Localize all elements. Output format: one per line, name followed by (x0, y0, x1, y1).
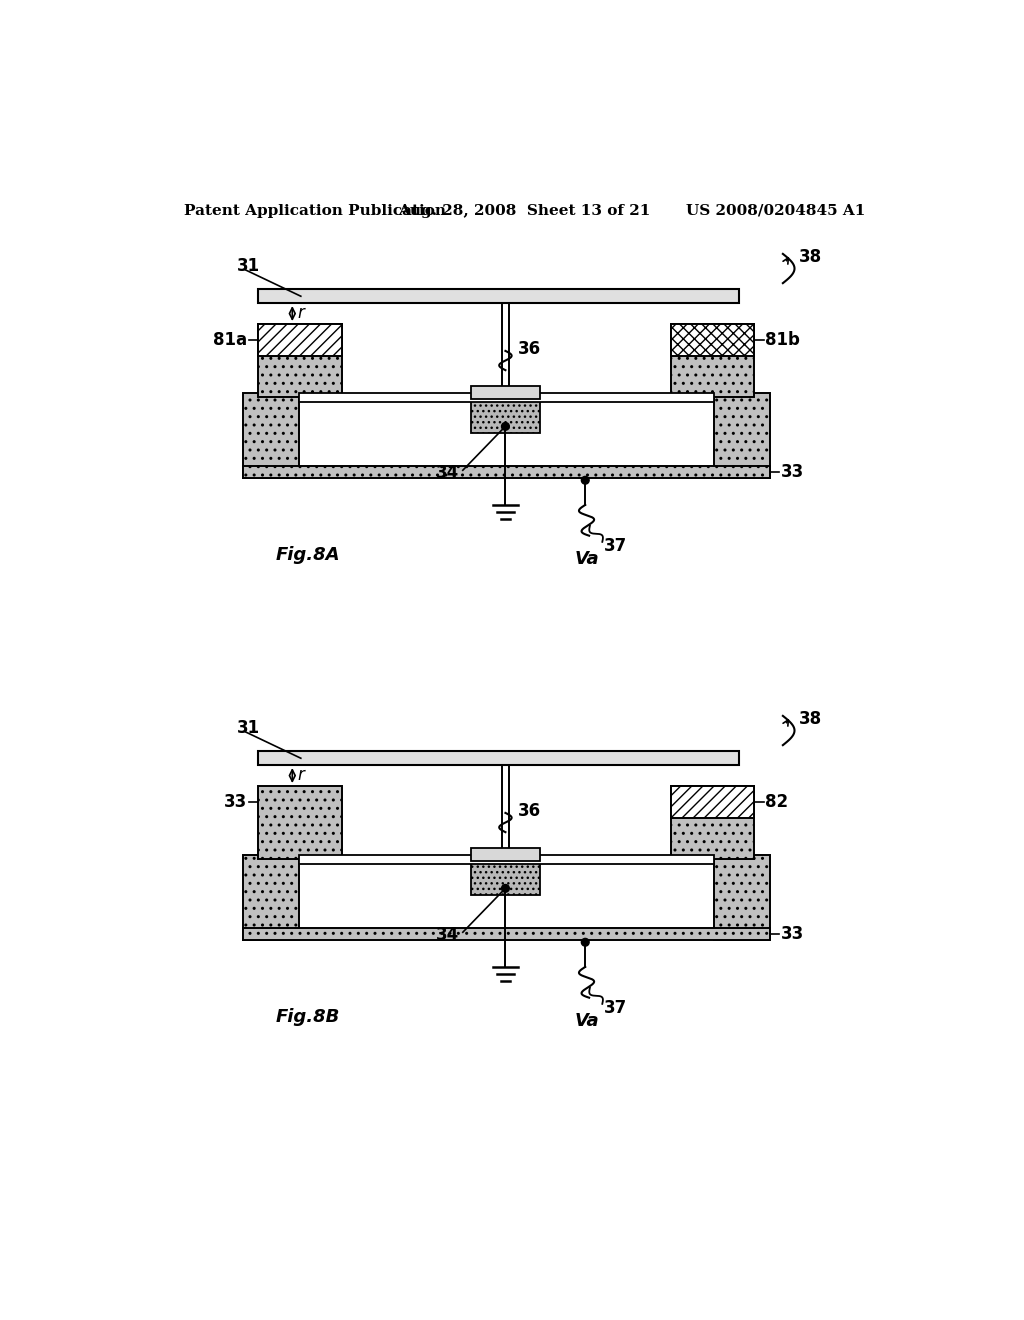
Bar (243, 393, 299, 478)
Text: Fig.8A: Fig.8A (275, 546, 340, 564)
Circle shape (502, 884, 509, 892)
Text: 34: 34 (435, 925, 459, 944)
Circle shape (502, 422, 509, 430)
Bar (714, 393, 770, 478)
Text: Patent Application Publication: Patent Application Publication (183, 203, 445, 218)
Bar (243, 928, 770, 940)
Bar (258, 785, 342, 859)
Text: 34: 34 (435, 463, 459, 482)
Bar (258, 323, 342, 356)
Bar (471, 399, 540, 433)
Text: 81a: 81a (213, 331, 248, 348)
Text: 31: 31 (237, 257, 260, 275)
Bar (671, 323, 755, 356)
Bar (671, 323, 755, 397)
Bar (671, 785, 755, 818)
Bar (471, 387, 540, 399)
Circle shape (582, 477, 589, 484)
Text: 38: 38 (799, 248, 821, 265)
Bar (243, 855, 299, 940)
Bar (243, 466, 770, 478)
Text: Fig.8B: Fig.8B (275, 1008, 340, 1026)
Text: r: r (297, 304, 304, 322)
Text: 31: 31 (237, 719, 260, 737)
Bar (671, 785, 755, 859)
Text: US 2008/0204845 A1: US 2008/0204845 A1 (686, 203, 866, 218)
Text: Aug. 28, 2008  Sheet 13 of 21: Aug. 28, 2008 Sheet 13 of 21 (398, 203, 651, 218)
Bar (471, 849, 540, 861)
Text: 81b: 81b (765, 331, 800, 348)
Text: Va: Va (574, 1012, 599, 1030)
Text: 36: 36 (518, 803, 541, 820)
Bar (299, 855, 714, 865)
Text: 33: 33 (780, 463, 804, 480)
Bar (714, 855, 770, 940)
Bar (258, 289, 738, 304)
Text: 38: 38 (799, 710, 821, 727)
Text: 82: 82 (765, 793, 788, 810)
Text: 36: 36 (518, 341, 541, 358)
Bar (299, 393, 714, 403)
Text: 33: 33 (224, 793, 248, 810)
Text: 33: 33 (780, 925, 804, 942)
Text: 37: 37 (604, 537, 627, 554)
Text: Va: Va (574, 550, 599, 568)
Bar (471, 861, 540, 895)
Bar (258, 751, 738, 766)
Text: r: r (297, 766, 304, 784)
Bar (258, 323, 342, 397)
Circle shape (582, 939, 589, 946)
Text: 37: 37 (604, 999, 627, 1016)
